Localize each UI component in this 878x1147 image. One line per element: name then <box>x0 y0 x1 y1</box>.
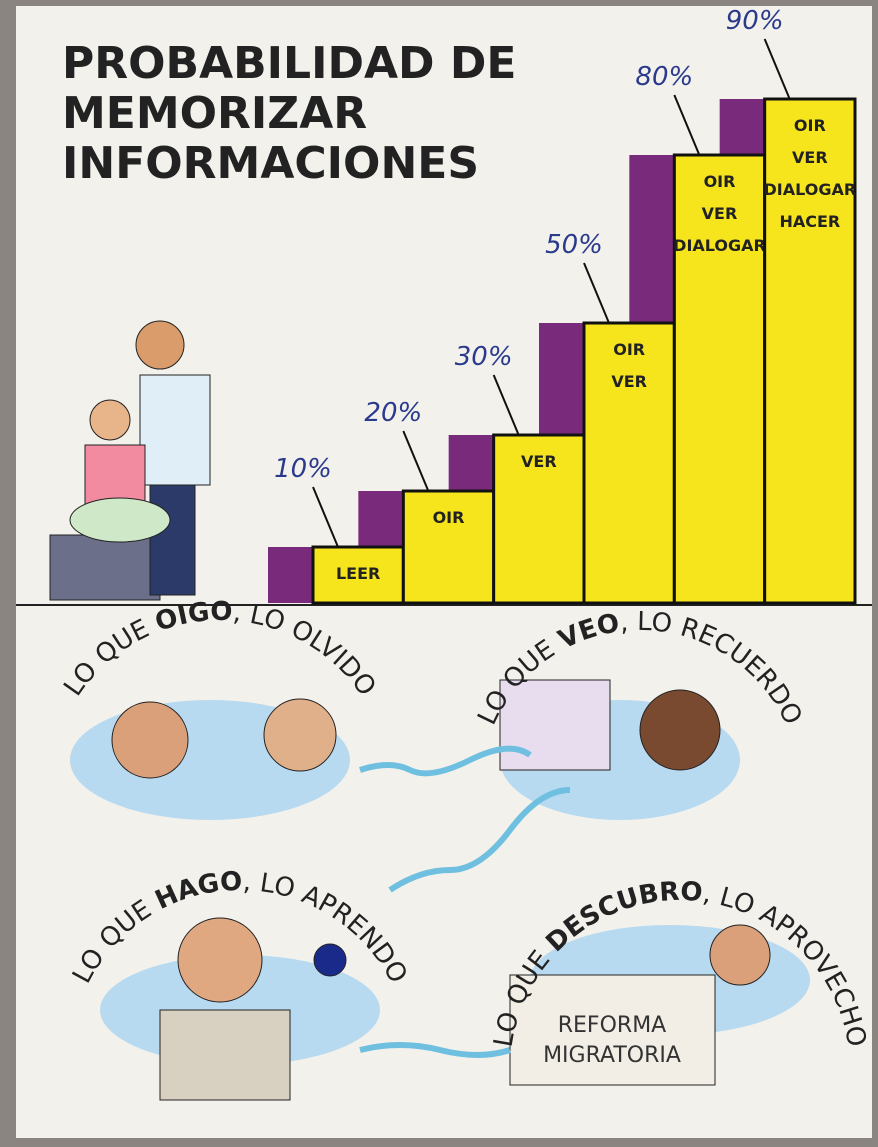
value-label: 90% <box>726 6 784 36</box>
value-label: 80% <box>635 62 693 92</box>
chart-title: MEMORIZAR <box>62 88 367 139</box>
bar-riser <box>268 547 313 603</box>
value-label: 30% <box>455 342 513 372</box>
poster: PROBABILIDAD DE MEMORIZAR INFORMACIONES … <box>0 0 878 1147</box>
bar-label: LEER <box>336 564 380 583</box>
bar-label: OIR <box>613 340 645 359</box>
value-label: 50% <box>545 230 603 260</box>
bar-label: OIR <box>794 116 826 135</box>
bar-label: DIALOGAR <box>763 180 856 199</box>
bar <box>584 323 674 603</box>
value-label: 20% <box>364 398 422 428</box>
bar-label: VER <box>521 452 557 471</box>
bar-label: VER <box>792 148 828 167</box>
bar-label: OIR <box>704 172 736 191</box>
bar-label: VER <box>702 204 738 223</box>
bar-label: DIALOGAR <box>673 236 766 255</box>
chart-title: PROBABILIDAD DE <box>62 38 516 89</box>
bar-label: VER <box>611 372 647 391</box>
sign-text: MIGRATORIA <box>543 1043 681 1068</box>
chart-title: INFORMACIONES <box>62 138 479 189</box>
sign-text: REFORMA <box>558 1013 666 1038</box>
bar-label: HACER <box>779 212 840 231</box>
bar <box>765 99 855 603</box>
value-label: 10% <box>274 454 332 484</box>
bar-label: OIR <box>433 508 465 527</box>
